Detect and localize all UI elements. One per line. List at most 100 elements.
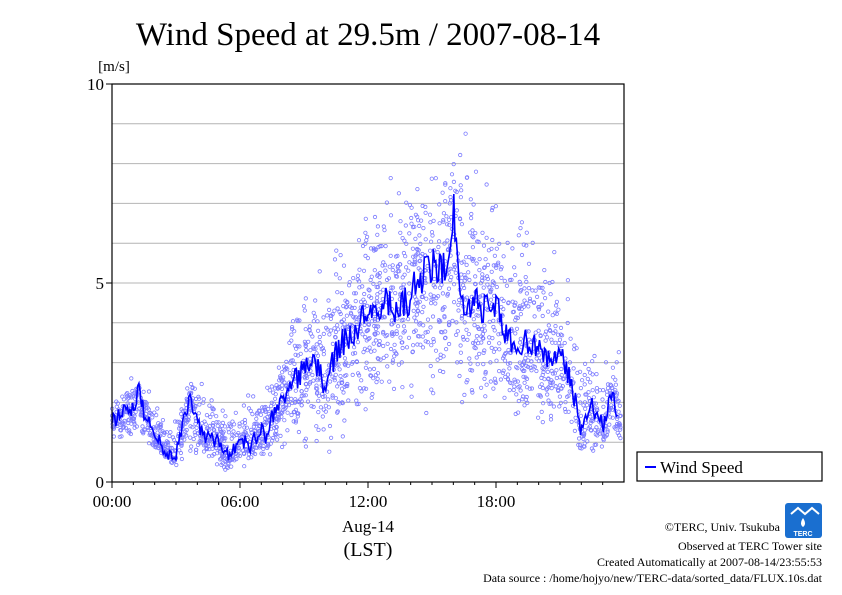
sample-point (458, 350, 463, 355)
sample-point (548, 401, 554, 406)
sample-point (361, 268, 367, 273)
sample-point (333, 329, 338, 335)
sample-point (375, 324, 381, 329)
sample-point (510, 246, 515, 251)
sample-point (246, 455, 251, 461)
sample-point (547, 280, 552, 286)
sample-point (513, 317, 518, 323)
sample-point (133, 409, 138, 415)
sample-point (539, 375, 544, 380)
sample-point (259, 451, 264, 456)
sample-point (214, 414, 219, 419)
sample-point (497, 347, 502, 352)
sample-point (335, 323, 340, 328)
sample-point (307, 381, 312, 386)
sample-point (484, 382, 489, 387)
sample-point (592, 442, 597, 447)
sample-point (521, 242, 526, 247)
sample-point (475, 239, 480, 244)
sample-point (431, 339, 436, 344)
sample-point (188, 424, 193, 429)
sample-point (524, 363, 529, 368)
sample-point (299, 389, 304, 394)
sample-point (119, 434, 124, 439)
sample-point (452, 262, 457, 267)
sample-point (305, 399, 311, 404)
sample-point (314, 438, 319, 444)
sample-point (614, 360, 619, 365)
sample-point (363, 253, 368, 258)
sample-point (419, 294, 424, 299)
sample-point (306, 339, 311, 344)
sample-point (501, 368, 506, 373)
sample-point (469, 387, 474, 393)
sample-point (494, 284, 499, 290)
sample-point (583, 392, 588, 397)
sample-point (313, 386, 319, 391)
sample-point (586, 390, 591, 395)
sample-point (421, 226, 426, 231)
sample-point (495, 262, 501, 267)
sample-point (474, 355, 479, 360)
sample-point (293, 388, 298, 393)
sample-point (586, 366, 591, 372)
sample-point (160, 417, 165, 423)
sample-point (560, 384, 565, 389)
sample-point (581, 432, 586, 437)
sample-point (557, 394, 563, 399)
sample-point (464, 175, 470, 180)
sample-point (356, 373, 362, 378)
sample-point (548, 417, 554, 422)
sample-point (409, 221, 414, 226)
sample-point (417, 322, 422, 327)
sample-point (550, 380, 556, 385)
sample-point (470, 228, 475, 233)
sample-point (548, 380, 553, 385)
sample-point (136, 406, 141, 412)
sample-point (207, 423, 213, 428)
sample-point (210, 412, 215, 417)
sample-point (603, 360, 609, 365)
sample-point (491, 349, 496, 354)
sample-point (432, 276, 437, 282)
sample-point (542, 267, 547, 273)
sample-point (273, 386, 278, 391)
sample-point (388, 213, 394, 218)
sample-point (572, 343, 577, 348)
sample-point (460, 334, 466, 340)
sample-point (462, 392, 467, 397)
sample-point (502, 395, 507, 400)
sample-point (388, 346, 394, 352)
sample-point (334, 248, 339, 253)
sample-point (462, 278, 467, 283)
sample-point (188, 435, 193, 440)
sample-point (215, 423, 220, 428)
sample-point (170, 435, 176, 440)
sample-point (437, 221, 442, 226)
sample-point (394, 351, 399, 357)
sample-point (441, 369, 446, 375)
x-ticks: 00:00 06:00 12:00 18:00 (93, 482, 604, 511)
sample-point (193, 450, 199, 455)
sample-point (215, 451, 220, 456)
sample-point (432, 285, 438, 290)
sample-point (536, 307, 542, 312)
sample-point (279, 370, 285, 375)
sample-point (397, 262, 402, 267)
sample-point (315, 390, 320, 395)
sample-point (485, 262, 491, 267)
sample-point (507, 277, 513, 283)
sample-point (390, 360, 395, 365)
sample-point (471, 235, 476, 240)
sample-point (494, 246, 499, 251)
sample-point (421, 323, 426, 328)
sample-point (350, 351, 356, 356)
sample-point (274, 437, 280, 442)
sample-point (290, 327, 295, 332)
sample-point (297, 318, 302, 323)
sample-point (155, 406, 160, 411)
sample-point (473, 231, 478, 236)
sample-point (459, 399, 465, 405)
sample-point (335, 306, 340, 311)
sample-point (490, 335, 495, 341)
